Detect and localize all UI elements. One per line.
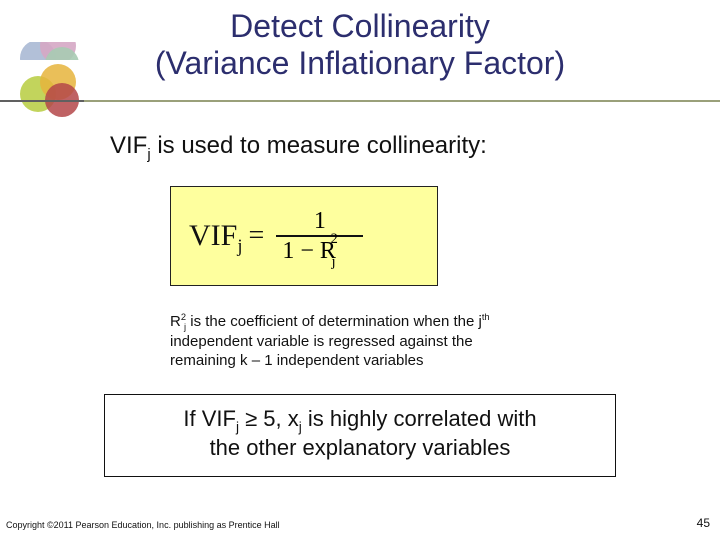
lhs-sub: j (237, 236, 242, 257)
numerator: 1 (308, 209, 332, 235)
title-area: Detect Collinearity (Variance Inflationa… (0, 0, 720, 82)
title-line-2: (Variance Inflationary Factor) (155, 45, 565, 81)
den-r2j: R2j (320, 239, 358, 263)
intro-rest: is used to measure collinearity: (151, 132, 487, 159)
formula-lhs: VIFj (189, 219, 243, 253)
expl-th: th (482, 312, 490, 322)
page-number: 45 (697, 516, 710, 530)
formula-box: VIFj = 1 1 − R2j (170, 186, 438, 286)
equals-sign: = (249, 220, 265, 252)
rule-line2: the other explanatory variables (210, 435, 511, 460)
denominator: 1 − R2j (276, 237, 363, 263)
expl-after-r: is the coefficient of determination when… (186, 313, 482, 330)
fraction: 1 1 − R2j (276, 209, 363, 263)
den-minus: − (294, 238, 320, 264)
title-underline (0, 100, 720, 102)
rule-geq: ≥ 5, x (239, 406, 299, 431)
expl-line2: independent variable is regressed agains… (170, 333, 473, 350)
logo-circles (14, 60, 84, 116)
copyright-text: Copyright ©2011 Pearson Education, Inc. … (6, 520, 280, 530)
den-one: 1 (282, 238, 294, 264)
intro-text: VIFj is used to measure collinearity: (110, 132, 487, 160)
slide-title: Detect Collinearity (Variance Inflationa… (0, 8, 720, 82)
title-line-1: Detect Collinearity (230, 8, 490, 44)
lhs-base: VIF (189, 219, 237, 252)
rule-box: If VIFj ≥ 5, xj is highly correlated wit… (104, 394, 616, 477)
den-sup: 2 (331, 232, 338, 246)
rule-if: If VIF (183, 406, 236, 431)
expl-r-base: R (170, 313, 181, 330)
intro-vif: VIF (110, 132, 147, 159)
den-R: R (320, 238, 358, 264)
expl-line3: remaining k – 1 independent variables (170, 352, 424, 369)
explanation-text: R2j is the coefficient of determination … (170, 312, 630, 371)
rule-tail: is highly correlated with (302, 406, 537, 431)
den-sub: j (331, 255, 335, 270)
logo-accent (14, 42, 84, 60)
